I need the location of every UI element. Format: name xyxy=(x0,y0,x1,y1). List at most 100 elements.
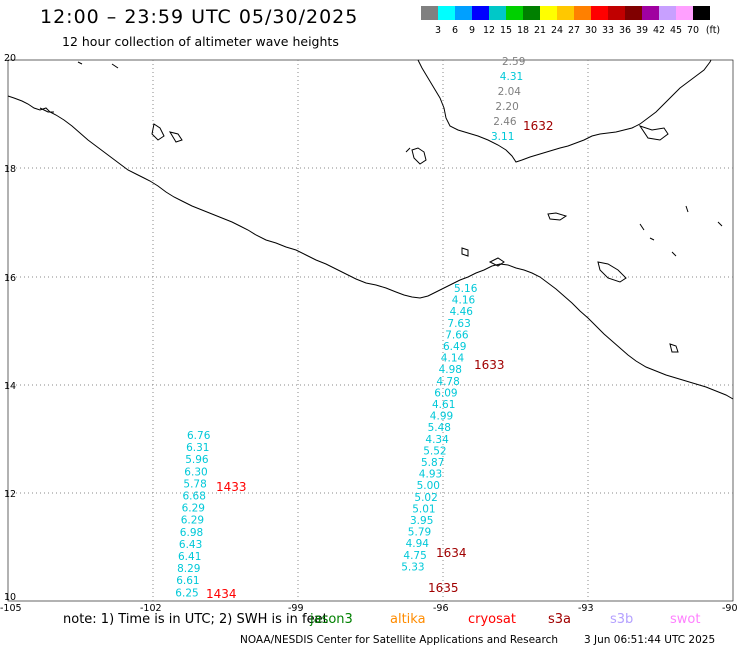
wave-height-value: 6.68 xyxy=(183,491,206,503)
wave-height-value: 4.93 xyxy=(419,469,442,481)
color-swatch xyxy=(472,6,489,20)
wave-height-value: 4.78 xyxy=(436,376,459,388)
color-scale-label: 18 xyxy=(516,25,530,36)
wave-height-value: 6.09 xyxy=(434,387,457,399)
wave-height-value: 2.04 xyxy=(498,86,522,98)
lat-label-18: 18 xyxy=(4,164,16,175)
wave-height-value: 5.87 xyxy=(421,457,444,469)
legend-altika: altika xyxy=(390,612,426,627)
color-scale-label: 12 xyxy=(482,25,496,36)
wave-height-value: 6.29 xyxy=(181,515,204,527)
color-scale-label: 6 xyxy=(451,25,459,36)
wave-height-value: 6.30 xyxy=(184,466,207,478)
lon-label-93: -93 xyxy=(578,603,594,614)
color-swatch xyxy=(676,6,693,20)
color-scale-unit: (ft) xyxy=(705,25,721,36)
color-swatch xyxy=(642,6,659,20)
legend-s3b: s3b xyxy=(610,612,634,627)
color-scale-label: 15 xyxy=(499,25,513,36)
wave-height-value: 4.31 xyxy=(500,71,523,83)
pass-label-1633: 1633 xyxy=(474,358,505,372)
wave-height-value: 6.43 xyxy=(179,539,202,551)
lon-label-105: -105 xyxy=(0,603,22,614)
color-scale-label: 21 xyxy=(533,25,547,36)
wave-height-value: 6.49 xyxy=(443,341,466,353)
wave-height-value: 5.16 xyxy=(454,283,478,295)
wave-height-value: 6.31 xyxy=(186,442,209,454)
lon-label-90: -90 xyxy=(722,603,738,614)
lat-label-14: 14 xyxy=(4,381,16,392)
legend-s3a: s3a xyxy=(548,612,572,627)
color-scale-label: 3 xyxy=(434,25,442,36)
wave-height-value: 5.00 xyxy=(417,480,440,492)
color-scale-label: 27 xyxy=(567,25,581,36)
color-scale-label: 45 xyxy=(669,25,683,36)
wave-height-value: 5.33 xyxy=(401,561,424,573)
legend-jason3: jason3 xyxy=(310,612,353,627)
wave-height-value: 5.79 xyxy=(408,527,431,539)
pass-label-1632: 1632 xyxy=(523,119,554,133)
pass-label-1433: 1433 xyxy=(216,480,247,494)
lon-label-102: -102 xyxy=(140,603,162,614)
color-swatch xyxy=(574,6,591,20)
color-swatch xyxy=(693,6,710,20)
wave-height-value: 7.63 xyxy=(447,318,470,330)
credit-line: NOAA/NESDIS Center for Satellite Applica… xyxy=(240,634,558,646)
wave-height-value: 4.94 xyxy=(406,538,430,550)
wave-height-value: 4.98 xyxy=(439,364,462,376)
wave-height-value: 6.41 xyxy=(178,551,201,563)
color-swatch xyxy=(659,6,676,20)
pass-label-1634: 1634 xyxy=(436,546,467,560)
color-swatch xyxy=(421,6,438,20)
map-title: 12:00 – 23:59 UTC 05/30/2025 xyxy=(40,6,359,28)
legend-swot: swot xyxy=(670,612,701,627)
color-scale-label: 70 xyxy=(686,25,700,36)
color-swatch xyxy=(557,6,574,20)
wave-height-value: 5.96 xyxy=(185,454,209,466)
lat-label-16: 16 xyxy=(4,273,16,284)
wave-height-value: 3.95 xyxy=(410,515,433,527)
lon-label-99: -99 xyxy=(288,603,304,614)
color-swatch xyxy=(489,6,506,20)
wave-height-value: 6.98 xyxy=(180,527,203,539)
wave-height-value: 4.14 xyxy=(441,353,465,365)
color-scale-label: 24 xyxy=(550,25,564,36)
wave-height-value: 6.76 xyxy=(187,430,211,442)
legend-cryosat: cryosat xyxy=(468,612,516,627)
lat-label-20: 20 xyxy=(4,53,16,64)
wave-height-value: 3.11 xyxy=(491,131,514,143)
wave-height-value: 4.61 xyxy=(432,399,455,411)
generated-timestamp: 3 Jun 06:51:44 UTC 2025 xyxy=(584,634,716,646)
color-swatch xyxy=(455,6,472,20)
wave-height-value: 5.52 xyxy=(423,445,446,457)
wave-height-value: 5.48 xyxy=(428,422,451,434)
color-scale-label: 30 xyxy=(584,25,598,36)
wave-height-value: 5.02 xyxy=(414,492,437,504)
map-frame xyxy=(7,59,734,602)
pass-label-1434: 1434 xyxy=(206,587,237,601)
coastline-gulf xyxy=(417,59,712,163)
pass-label-1635: 1635 xyxy=(428,581,459,595)
color-scale-label: 39 xyxy=(635,25,649,36)
lat-label-10: 10 xyxy=(4,592,16,603)
wave-height-value: 4.34 xyxy=(425,434,449,446)
color-scale-label: 36 xyxy=(618,25,632,36)
wave-height-value: 5.01 xyxy=(412,503,435,515)
wave-height-value: 6.25 xyxy=(175,587,198,599)
wave-height-value: 5.78 xyxy=(183,478,206,490)
wave-height-value: 4.75 xyxy=(403,550,426,562)
wave-height-value: 2.20 xyxy=(495,101,518,113)
lat-label-12: 12 xyxy=(4,489,16,500)
map-subtitle: 12 hour collection of altimeter wave hei… xyxy=(62,34,339,49)
islands xyxy=(39,61,723,353)
grid-lines xyxy=(8,60,733,601)
wave-height-value: 6.29 xyxy=(182,503,205,515)
color-swatch xyxy=(591,6,608,20)
wave-height-value: 4.46 xyxy=(450,306,474,318)
wave-height-value: 2.46 xyxy=(493,116,517,128)
color-swatch xyxy=(625,6,642,20)
wave-height-value: 7.66 xyxy=(445,329,469,341)
wave-height-value: 6.61 xyxy=(176,575,199,587)
wave-height-value: 4.16 xyxy=(452,295,476,307)
